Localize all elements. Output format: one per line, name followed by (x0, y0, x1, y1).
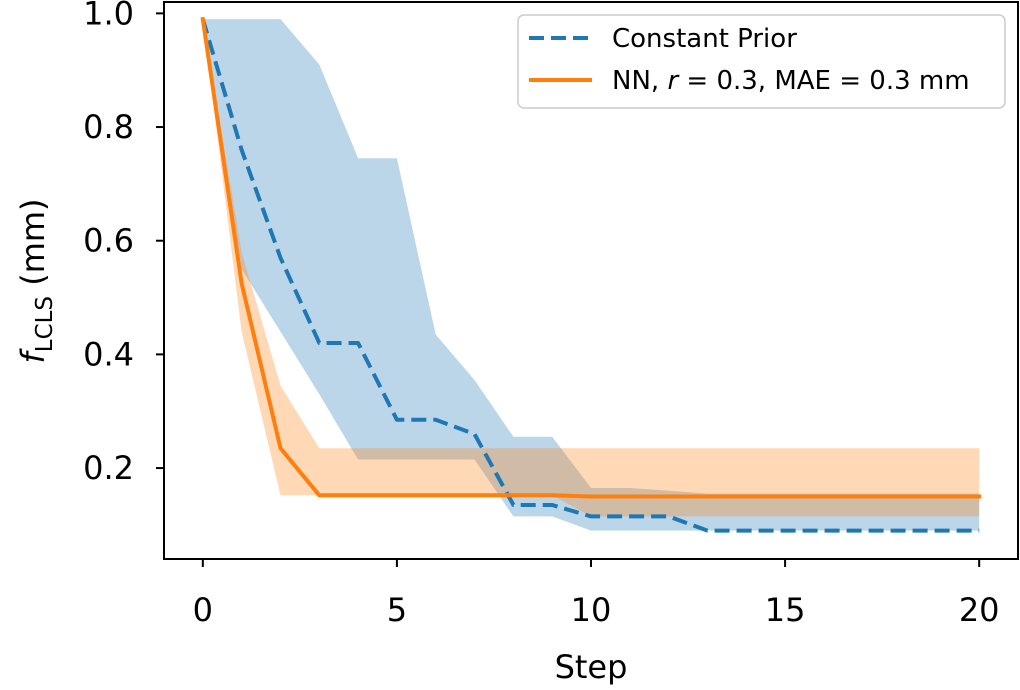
x-axis-ticks: 0 5 10 15 20 (193, 559, 1000, 629)
legend-label-nn: NN, r = 0.3, MAE = 0.3 mm (612, 66, 970, 96)
x-tick-label: 10 (571, 591, 612, 629)
series-line-constant-prior (200, 18, 980, 533)
y-tick-label: 0.4 (83, 335, 134, 373)
legend-label-nn-part: NN, (612, 66, 667, 96)
x-tick-label: 5 (387, 591, 407, 629)
y-tick-label: 0.2 (83, 449, 134, 487)
legend-label-constant-prior: Constant Prior (612, 24, 797, 54)
legend: Constant Prior NN, r = 0.3, MAE = 0.3 mm (517, 14, 1006, 109)
y-axis-title: fLCLS (mm) (14, 198, 58, 363)
y-tick-label: 0.8 (83, 108, 134, 146)
legend-label-nn-part: = 0.3, MAE = 0.3 mm (678, 66, 969, 96)
x-tick-label: 20 (959, 591, 1000, 629)
y-tick-label: 0.6 (83, 222, 134, 260)
band-nn (202, 19, 980, 517)
y-axis-ticks: 0.2 0.4 0.6 0.8 1.0 (83, 0, 164, 487)
y-axis-subscript: LCLS (32, 296, 58, 352)
x-axis-title: Step (555, 648, 628, 686)
y-axis-unit-gap (14, 286, 52, 296)
legend-frame (517, 14, 1006, 109)
series-lines (200, 16, 982, 533)
x-tick-label: 15 (765, 591, 806, 629)
band-constant-prior (202, 19, 980, 531)
legend-label-nn-part: r (667, 66, 680, 96)
y-tick-label: 1.0 (83, 0, 134, 32)
series-line-nn (200, 16, 982, 499)
confidence-bands (202, 19, 980, 531)
y-axis-unit: (mm) (14, 198, 52, 285)
x-tick-label: 0 (193, 591, 213, 629)
